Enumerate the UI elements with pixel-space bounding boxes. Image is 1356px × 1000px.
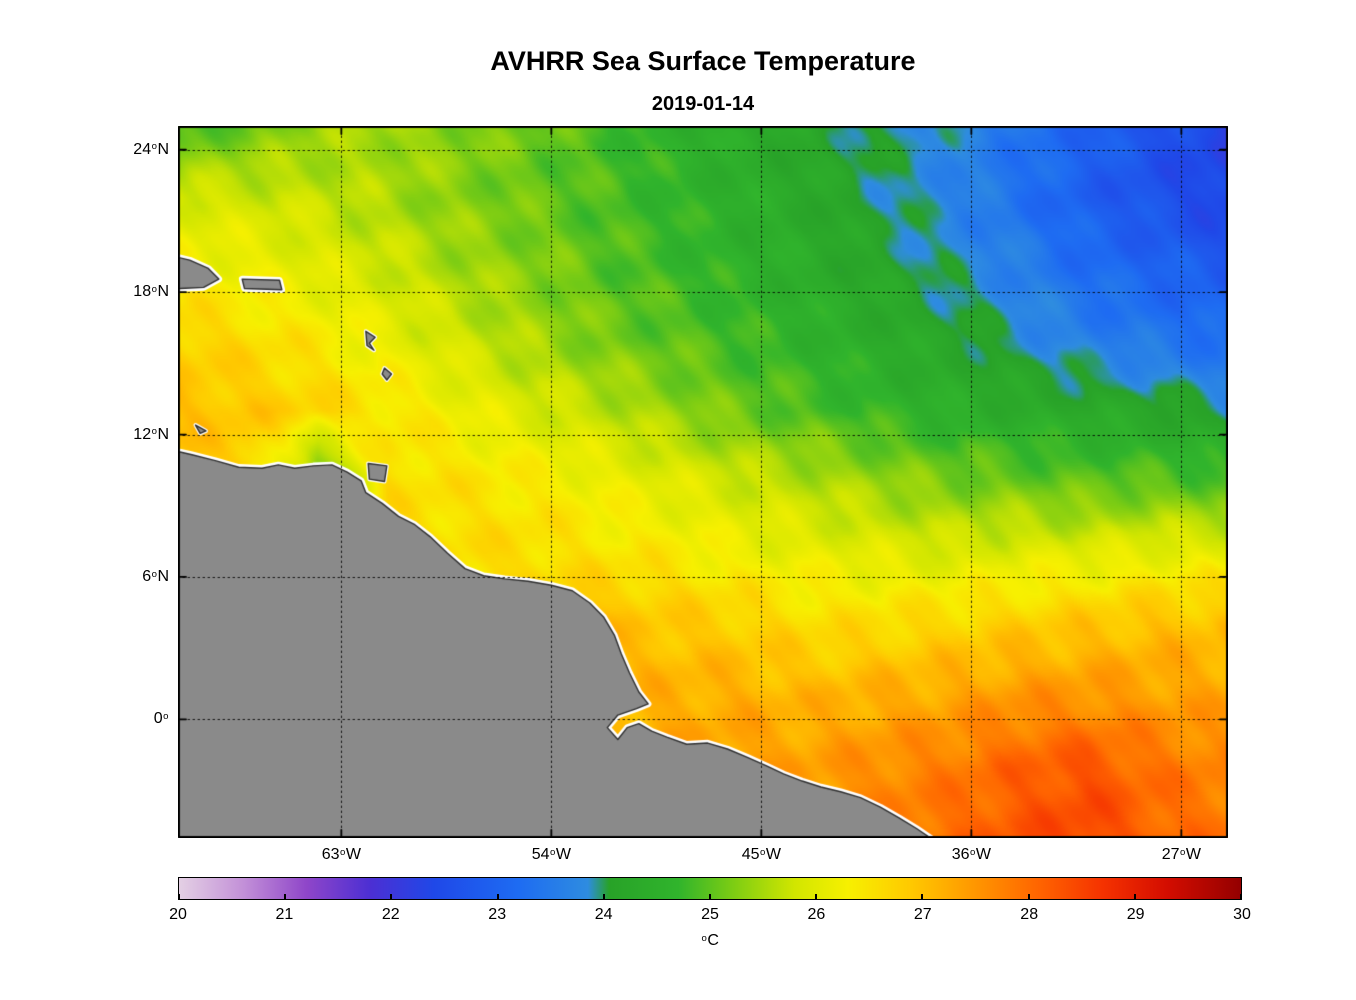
- colorbar-tick: [921, 894, 924, 899]
- colorbar-tick: [284, 894, 287, 899]
- x-axis-tick-label: 63oW: [321, 846, 361, 863]
- unit-text: C: [707, 932, 719, 949]
- colorbar-tick-label: 30: [1233, 906, 1251, 923]
- x-axis-tick-label: 27oW: [1161, 846, 1201, 863]
- colorbar-tick-label: 23: [488, 906, 507, 923]
- y-axis-tick-label: 0o: [153, 710, 169, 728]
- colorbar-tick-label: 24: [594, 906, 613, 923]
- figure-title: AVHRR Sea Surface Temperature: [490, 46, 916, 76]
- colorbar-gradient: [178, 877, 1242, 900]
- colorbar-tick-label: 28: [1020, 906, 1039, 923]
- figure-subtitle: 2019-01-14: [651, 93, 755, 115]
- degree-symbol: o: [701, 932, 707, 944]
- map-plot: 24oN 18oN 12oN 6oN 0o 63oW 54oW 45oW 36oW 27oW: [133, 126, 1228, 863]
- colorbar-tick-label: 20: [169, 906, 187, 923]
- colorbar-tick-label: 22: [381, 906, 400, 923]
- y-axis-tick-label: 12oN: [133, 425, 169, 443]
- y-axis-tick-label: 24oN: [133, 140, 169, 158]
- colorbar-tick: [1240, 894, 1242, 899]
- colorbar-tick: [390, 894, 393, 899]
- colorbar: 20 21 22 23 24 25 26 27 28 29 30 oC: [169, 877, 1251, 987]
- x-axis-tick-label: 36oW: [951, 846, 991, 863]
- colorbar-tick-label: 21: [275, 906, 294, 923]
- colorbar-tick-labels: 20 21 22 23 24 25 26 27 28 29 30: [169, 906, 1251, 926]
- colorbar-tick: [602, 894, 605, 899]
- sst-map-canvas: [178, 126, 1228, 838]
- colorbar-tick: [178, 894, 180, 899]
- y-axis-tick-label: 6oN: [142, 567, 169, 585]
- colorbar-tick: [1133, 894, 1136, 899]
- x-axis-tick-label: 54oW: [531, 846, 571, 863]
- x-axis-tick-label: 45oW: [741, 846, 781, 863]
- colorbar-tick: [709, 894, 711, 899]
- colorbar-tick-label: 27: [913, 906, 932, 923]
- colorbar-tick-label: 25: [701, 906, 719, 923]
- colorbar-tick: [496, 894, 499, 899]
- y-axis-tick-label: 18oN: [133, 283, 169, 301]
- colorbar-unit-label: oC: [701, 932, 719, 950]
- colorbar-tick: [1027, 894, 1030, 899]
- colorbar-tick: [815, 894, 818, 899]
- colorbar-tick-label: 26: [807, 906, 826, 923]
- colorbar-tick-label: 29: [1126, 906, 1145, 923]
